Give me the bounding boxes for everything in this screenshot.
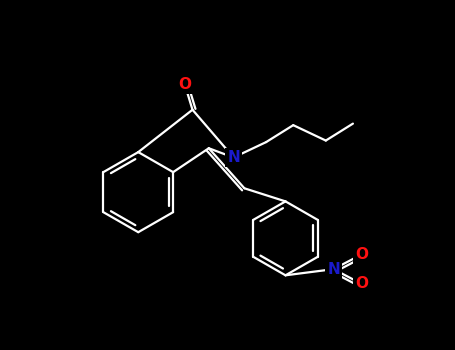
Text: O: O xyxy=(178,77,191,92)
Text: O: O xyxy=(355,247,368,262)
Text: O: O xyxy=(355,276,368,291)
Text: N: N xyxy=(327,262,340,276)
Text: N: N xyxy=(227,150,240,165)
